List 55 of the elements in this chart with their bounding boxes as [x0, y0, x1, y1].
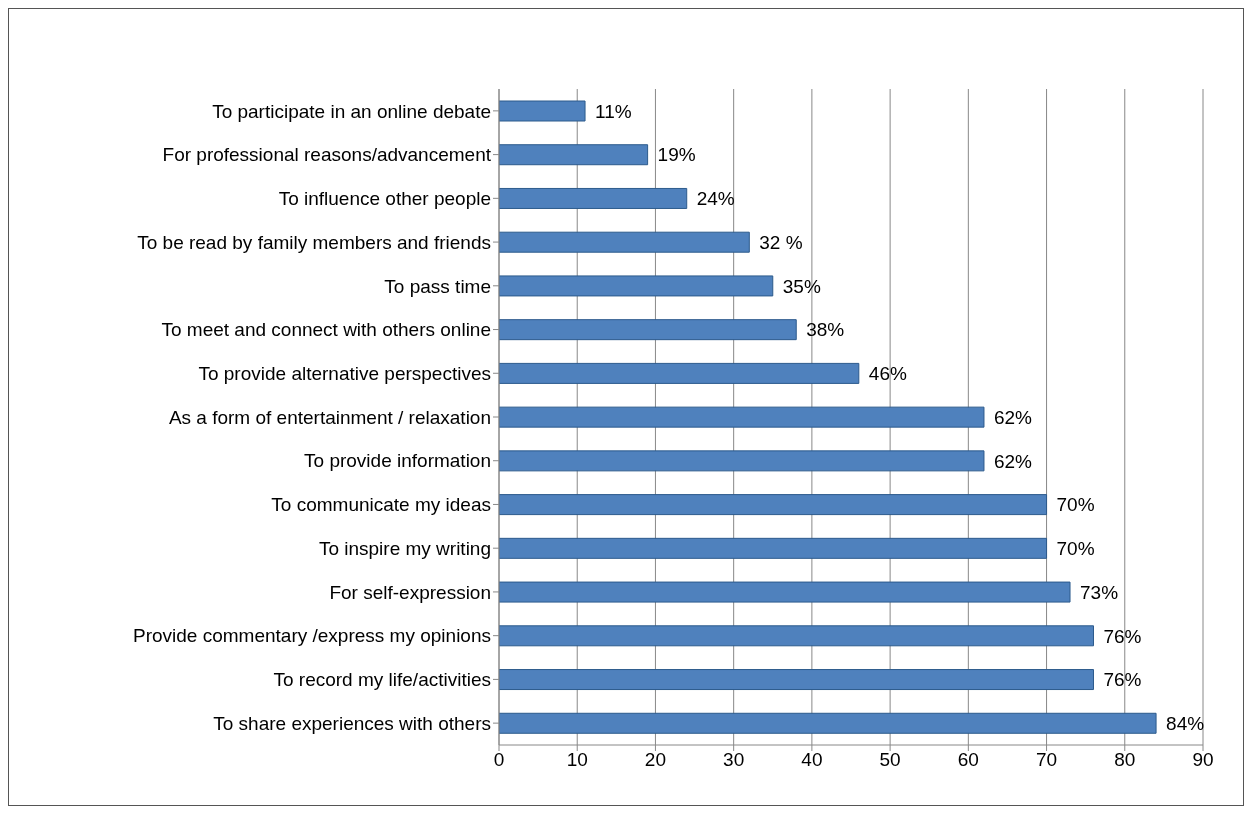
data-label: 70% — [1056, 494, 1095, 516]
x-tick-label: 90 — [1192, 749, 1214, 771]
x-tick-label: 20 — [644, 749, 667, 771]
bar — [499, 362, 860, 384]
x-tick-label: 10 — [566, 749, 588, 771]
data-label: 32 % — [759, 231, 803, 253]
bar — [499, 100, 586, 122]
bar — [499, 669, 1094, 691]
y-tick-label: To influence other people — [278, 188, 491, 210]
x-tick-label: 30 — [723, 749, 745, 771]
bar — [499, 625, 1094, 647]
y-tick-label: To provide alternative perspectives — [198, 363, 491, 385]
bar — [499, 144, 649, 166]
x-tick-label: 60 — [957, 749, 979, 771]
data-label: 46% — [868, 363, 907, 385]
data-label: 38% — [806, 319, 845, 341]
y-tick-label: To pass time — [384, 275, 491, 297]
data-label: 62% — [993, 450, 1033, 472]
data-label: 76% — [1103, 625, 1142, 647]
bar — [499, 712, 1157, 734]
y-tick-label: To share experiences with others — [213, 712, 491, 734]
y-tick-label: To participate in an online debate — [212, 100, 491, 122]
data-label: 62% — [993, 406, 1033, 428]
y-tick-label: To inspire my writing — [318, 537, 491, 559]
data-label: 70% — [1056, 538, 1095, 560]
bar — [499, 231, 750, 253]
data-label: 73% — [1080, 581, 1119, 603]
y-tick-label: To be read by family members and friends — [137, 231, 491, 253]
bar — [499, 450, 985, 472]
x-tick-label: 0 — [493, 749, 505, 771]
y-tick-label: For self-expression — [329, 581, 491, 603]
y-tick-label: To record my life/activities — [273, 669, 491, 691]
x-tick-label: 70 — [1035, 749, 1058, 771]
y-tick-label: Provide commentary /express my opinions — [133, 625, 491, 647]
bar — [499, 537, 1048, 559]
data-label: 76% — [1103, 669, 1142, 691]
x-tick-label: 80 — [1114, 749, 1136, 771]
data-label: 24% — [696, 188, 735, 210]
bar — [499, 187, 688, 209]
y-tick-label: To communicate my ideas — [271, 494, 491, 516]
x-tick-label: 50 — [879, 749, 901, 771]
data-label: 84% — [1166, 713, 1205, 735]
bar — [499, 494, 1048, 516]
data-label: 11% — [595, 100, 632, 122]
y-tick-label: To provide information — [304, 450, 491, 472]
bar — [499, 275, 774, 297]
x-tick-label: 40 — [801, 749, 823, 771]
y-tick-label: To meet and connect with others online — [161, 319, 491, 341]
bar — [499, 319, 797, 341]
data-label: 35% — [782, 275, 821, 297]
bar — [499, 581, 1071, 603]
y-tick-label: As a form of entertainment / relaxation — [168, 406, 491, 428]
data-label: 19% — [657, 144, 696, 166]
bar — [499, 406, 985, 428]
y-tick-label: For professional reasons/advancement — [162, 144, 492, 166]
